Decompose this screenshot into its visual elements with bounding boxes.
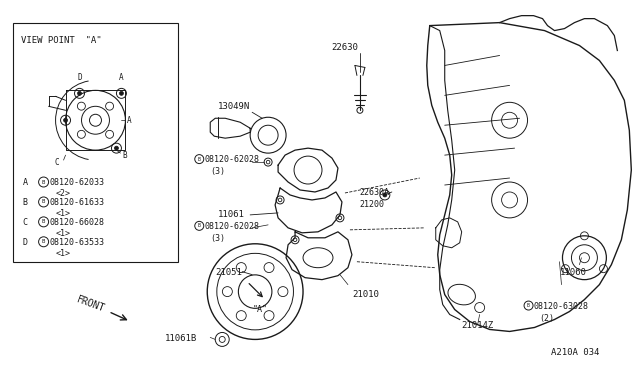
Text: (3): (3)	[210, 234, 225, 243]
Text: A: A	[22, 178, 28, 187]
Circle shape	[77, 92, 81, 95]
Text: B: B	[527, 303, 530, 308]
Text: 08120-62028: 08120-62028	[204, 155, 259, 164]
Text: FRONT: FRONT	[75, 295, 106, 314]
Text: 11061: 11061	[218, 210, 245, 219]
Text: B: B	[198, 223, 201, 228]
Circle shape	[63, 118, 68, 122]
Text: 08120-61633: 08120-61633	[49, 198, 104, 207]
Text: A: A	[127, 116, 131, 125]
Text: B: B	[122, 151, 127, 160]
Text: C: C	[54, 158, 59, 167]
Text: 22630A: 22630A	[360, 188, 390, 197]
Text: "A": "A"	[253, 305, 268, 314]
Text: 21014Z: 21014Z	[461, 321, 494, 330]
Circle shape	[383, 193, 387, 197]
Text: A: A	[119, 73, 124, 82]
Circle shape	[115, 146, 118, 150]
Circle shape	[120, 92, 124, 95]
Text: B: B	[198, 157, 201, 161]
Text: B: B	[42, 180, 45, 185]
Text: <1>: <1>	[56, 209, 70, 218]
Text: B: B	[42, 239, 45, 244]
Text: 21200: 21200	[360, 200, 385, 209]
Text: B: B	[22, 198, 28, 207]
Text: (3): (3)	[210, 167, 225, 176]
Text: D: D	[22, 238, 28, 247]
Text: 22630: 22630	[332, 42, 358, 52]
Text: 11061B: 11061B	[165, 334, 198, 343]
Text: D: D	[77, 73, 82, 82]
Text: 11060: 11060	[559, 268, 586, 277]
Text: 08120-62033: 08120-62033	[49, 178, 104, 187]
Text: C: C	[22, 218, 28, 227]
Text: B: B	[42, 219, 45, 224]
Text: VIEW POINT  "A": VIEW POINT "A"	[20, 36, 101, 45]
Text: (2): (2)	[540, 314, 554, 323]
Text: 08120-63028: 08120-63028	[534, 302, 589, 311]
Text: <1>: <1>	[56, 229, 70, 238]
Text: 21010: 21010	[352, 290, 379, 299]
Text: 13049N: 13049N	[218, 102, 250, 111]
Text: 08120-63533: 08120-63533	[49, 238, 104, 247]
Text: 08120-62028: 08120-62028	[204, 222, 259, 231]
Text: <1>: <1>	[56, 249, 70, 258]
Text: 08120-66028: 08120-66028	[49, 218, 104, 227]
Text: B: B	[42, 199, 45, 205]
Text: <2>: <2>	[56, 189, 70, 198]
Text: A210A 034: A210A 034	[551, 348, 600, 357]
Text: 21051: 21051	[215, 268, 242, 277]
Bar	[13, 23, 179, 262]
